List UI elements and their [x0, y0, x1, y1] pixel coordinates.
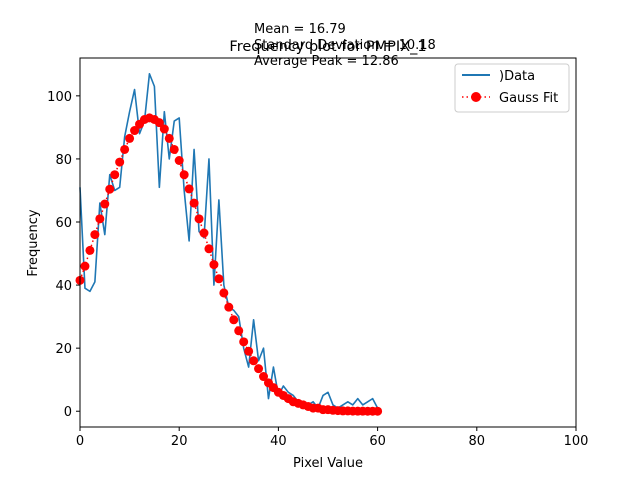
gauss-fit-point	[105, 184, 115, 194]
legend-fit-marker	[471, 92, 481, 102]
gauss-fit-point	[80, 261, 90, 271]
gauss-fit-point	[239, 337, 249, 347]
gauss-fit-point	[249, 356, 259, 366]
gauss-fit-point	[219, 288, 229, 298]
gauss-fit-point	[244, 346, 254, 356]
gauss-fit-point	[110, 170, 120, 180]
gauss-fit-point	[224, 302, 234, 312]
gauss-fit-point	[214, 274, 224, 284]
gauss-fit-point	[100, 199, 110, 209]
gauss-fit-point	[199, 228, 209, 238]
annotation-peak: Average Peak = 12.86	[254, 54, 399, 69]
gauss-fit-point	[174, 156, 184, 165]
gauss-fit-point	[209, 260, 219, 270]
x-axis-ticks: 0 20 40 60 80 100	[76, 427, 589, 449]
legend-data-label: )Data	[499, 69, 535, 84]
gauss-fit-point	[194, 214, 204, 224]
gauss-fit-point	[125, 133, 135, 143]
gauss-fit-point	[85, 245, 95, 255]
gauss-fit-point	[169, 144, 179, 154]
gauss-fit-point	[120, 144, 130, 154]
gauss-fit-point	[179, 170, 189, 180]
gauss-fit-point	[184, 184, 194, 194]
gauss-fit-point	[154, 118, 164, 128]
gauss-fit-point	[234, 326, 244, 336]
gauss-fit-point	[373, 406, 383, 416]
series-layer	[75, 72, 383, 416]
y-axis-ticks: 0 20 40 60 80 100	[47, 90, 80, 420]
gauss-fit-point	[259, 372, 269, 382]
plot-area	[80, 58, 576, 427]
x-axis-label: Pixel Value	[293, 456, 363, 471]
x-tick-label: 0	[76, 434, 84, 449]
gauss-fit-point	[189, 198, 199, 208]
x-tick-label: 20	[171, 434, 188, 449]
y-axis-label: Frequency	[26, 209, 41, 276]
gauss-fit-point	[90, 230, 100, 240]
gauss-fit-point	[254, 364, 264, 374]
x-tick-label: 100	[564, 434, 589, 449]
y-tick-label: 60	[55, 216, 72, 231]
y-tick-label: 100	[47, 90, 72, 105]
gauss-fit-point	[130, 126, 140, 136]
y-tick-label: 20	[55, 342, 72, 357]
gauss-fit-point	[229, 315, 239, 325]
annotation-mean: Mean = 16.79	[254, 22, 346, 37]
axes	[80, 58, 576, 427]
x-tick-label: 80	[469, 434, 486, 449]
gauss-fit-point	[115, 157, 125, 167]
plot-frame	[79, 57, 577, 428]
annotation-std: Standard Deviation = 10.18	[254, 38, 436, 53]
y-tick-label: 0	[64, 405, 72, 420]
x-tick-label: 40	[270, 434, 287, 449]
gauss-fit-point	[164, 133, 174, 143]
legend: )Data Gauss Fit	[454, 63, 570, 113]
gauss-fit-point	[95, 214, 105, 224]
gauss-fit-point	[204, 244, 214, 254]
x-tick-label: 60	[369, 434, 386, 449]
chart-title: Frequency plot for PMPIX_1	[229, 39, 426, 55]
gauss-fit-point	[159, 124, 169, 134]
legend-fit-label: Gauss Fit	[499, 91, 558, 106]
y-tick-label: 80	[55, 153, 72, 168]
y-tick-label: 40	[55, 279, 72, 294]
